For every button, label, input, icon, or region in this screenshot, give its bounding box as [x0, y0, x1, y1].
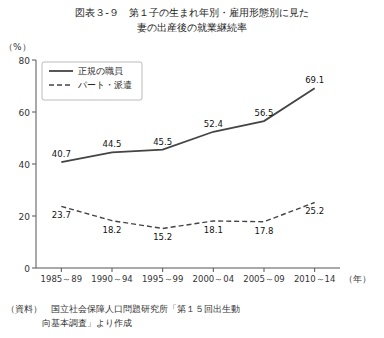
- x-tick-label: 2010～14: [294, 274, 335, 284]
- data-label: 45.5: [153, 137, 172, 147]
- legend-frame: [42, 62, 142, 100]
- y-tick: [32, 112, 36, 113]
- x-tick-label: 1990～94: [91, 274, 132, 284]
- x-tick-label: 1995～99: [142, 274, 183, 284]
- plot-area: [61, 88, 314, 228]
- x-tick-label: 2000～04: [193, 274, 234, 284]
- x-axis-line: [36, 268, 340, 269]
- legend-swatch: [49, 70, 73, 72]
- y-tick-label: 80: [19, 56, 31, 66]
- data-label: 25.2: [305, 206, 324, 216]
- x-tick: [162, 268, 163, 272]
- chart-svg: 図表３-９ 第１子の生まれ年別・雇用形態別に見た妻の出産後の就業継続率 （%） （年…: [0, 0, 384, 338]
- x-tick-label: 2005～09: [243, 274, 284, 284]
- data-label: 18.1: [204, 225, 223, 235]
- data-label: 52.4: [204, 119, 223, 129]
- legend-label: 正規の職員: [78, 66, 123, 76]
- series-line: [61, 202, 314, 228]
- y-tick-label: 20: [19, 212, 31, 222]
- subtitle: 妻の出産後の就業継続率: [137, 22, 247, 33]
- note: （資料） 国立社会保障人口問題研究所「第１５回出生動: [6, 304, 240, 314]
- data-label: 69.1: [305, 75, 324, 85]
- x-tick-label: 1985～89: [41, 274, 82, 284]
- data-label: 17.8: [255, 226, 274, 236]
- legend-swatch: [49, 84, 73, 85]
- y-tick-label: 40: [19, 160, 31, 170]
- x-axis-label: （年）: [344, 274, 371, 284]
- title: 図表３-９ 第１子の生まれ年別・雇用形態別に見た: [75, 7, 309, 18]
- x-tick: [314, 268, 315, 272]
- y-tick: [32, 164, 36, 165]
- x-tick: [112, 268, 113, 272]
- x-tick: [213, 268, 214, 272]
- y-tick-label: 60: [19, 108, 31, 118]
- data-label: 15.2: [153, 232, 172, 242]
- data-label: 56.5: [255, 108, 274, 118]
- data-labels: 40.7 44.5 45.5 52.4 56.5 69.1 23.7 18.2 15.2 18.1…: [52, 75, 324, 242]
- data-label: 44.5: [103, 139, 122, 149]
- y-tick-label: 0: [24, 264, 30, 274]
- data-label: 40.7: [52, 149, 71, 159]
- x-tick: [61, 268, 62, 272]
- y-tick: [32, 60, 36, 61]
- chart-container: 図表３-９ 第１子の生まれ年別・雇用形態別に見た妻の出産後の就業継続率 （%） （年…: [0, 0, 384, 338]
- legend-label: パート・派遣: [77, 80, 132, 90]
- y-tick: [32, 216, 36, 217]
- y-tick: [32, 268, 36, 269]
- legend: 正規の職員パート・派遣: [42, 62, 142, 100]
- data-label: 23.7: [52, 210, 71, 220]
- note: 向基本調査」より作成: [6, 318, 132, 328]
- data-label: 18.2: [103, 225, 122, 235]
- x-tick: [264, 268, 265, 272]
- y-axis-label: （%）: [4, 42, 31, 52]
